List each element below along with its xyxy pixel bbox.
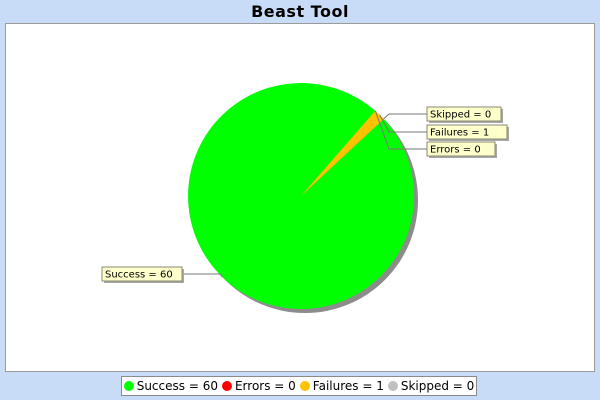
- pie-slice-success: [188, 83, 415, 310]
- leader-line-success: [182, 273, 223, 278]
- slice-label-success: Success = 60: [105, 270, 173, 281]
- legend-swatch-skipped: [387, 381, 398, 391]
- legend-swatch-errors: [221, 381, 232, 391]
- legend-label-success: Success = 60: [136, 379, 218, 393]
- legend-item-failures: Failures = 1: [299, 379, 384, 393]
- slice-label-box-skipped: [426, 106, 502, 122]
- pie-slice-failures: [301, 110, 384, 196]
- slice-label-errors: Errors = 0: [430, 145, 481, 156]
- slice-label-box-errors: [426, 141, 496, 157]
- legend-swatch-success: [123, 381, 134, 391]
- legend-label-failures: Failures = 1: [312, 379, 384, 393]
- slice-label-box-failures: [426, 124, 508, 140]
- legend-item-errors: Errors = 0: [221, 379, 296, 393]
- leader-line-skipped: [383, 113, 427, 120]
- leader-line-errors: [374, 110, 427, 150]
- legend-item-skipped: Skipped = 0: [387, 379, 475, 393]
- legend-swatch-failures: [299, 381, 310, 391]
- chart-title: Beast Tool: [251, 2, 349, 21]
- slice-label-skipped: Skipped = 0: [430, 110, 491, 121]
- legend-label-skipped: Skipped = 0: [400, 379, 475, 393]
- slice-label-box-success: [101, 266, 183, 282]
- legend-label-errors: Errors = 0: [234, 379, 296, 393]
- slice-label-failures: Failures = 1: [430, 128, 489, 139]
- legend-item-success: Success = 60: [123, 379, 218, 393]
- leader-line-failures: [379, 114, 427, 133]
- chart-legend: Success = 60 Errors = 0 Failures = 1 Ski…: [121, 376, 477, 396]
